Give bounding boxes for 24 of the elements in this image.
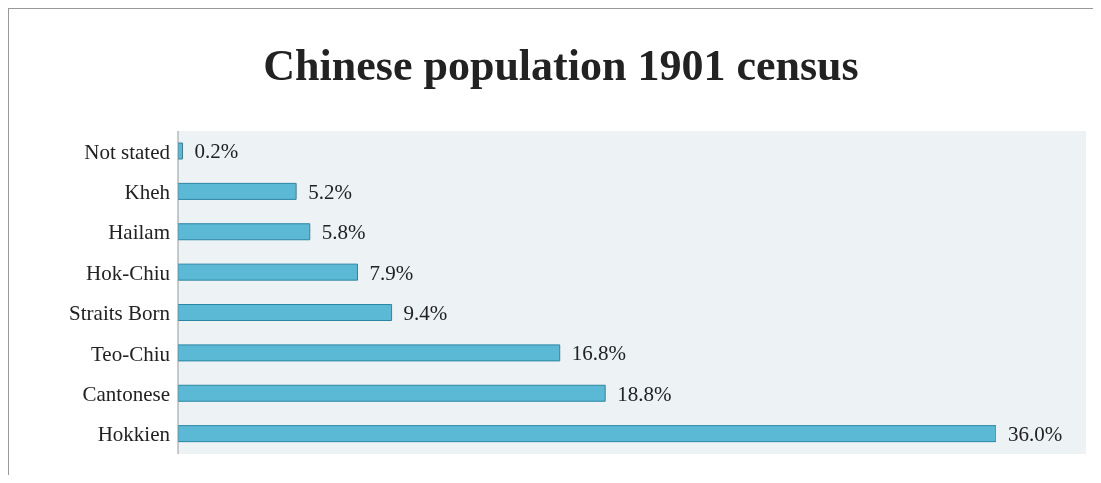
y-tick-label: Not stated	[84, 139, 171, 164]
data-label: 16.8%	[571, 341, 626, 366]
data-label: 18.8%	[617, 381, 672, 406]
bar	[178, 182, 297, 200]
data-label: 0.2%	[194, 139, 239, 164]
bar	[178, 263, 359, 281]
chart-title: Chinese population 1901 census	[262, 39, 860, 92]
data-label: 9.4%	[403, 300, 448, 325]
data-label: 7.9%	[369, 260, 414, 285]
bar	[178, 344, 561, 362]
y-tick-label: Straits Born	[69, 301, 171, 326]
y-tick-label: Kheh	[124, 180, 171, 205]
bar	[178, 384, 606, 402]
data-label: 36.0%	[1008, 422, 1063, 447]
bar	[178, 425, 996, 443]
data-label: 5.2%	[308, 179, 352, 204]
data-label: 5.8%	[321, 220, 366, 245]
y-tick-label: Hok-Chiu	[86, 260, 171, 285]
y-tick-label: Teo-Chiu	[90, 341, 171, 366]
bar	[178, 304, 393, 321]
y-tick-label: Cantonese	[82, 381, 170, 406]
bar	[178, 223, 311, 241]
y-tick-label: Hailam	[108, 220, 170, 245]
y-tick-label: Hokkien	[97, 422, 171, 447]
